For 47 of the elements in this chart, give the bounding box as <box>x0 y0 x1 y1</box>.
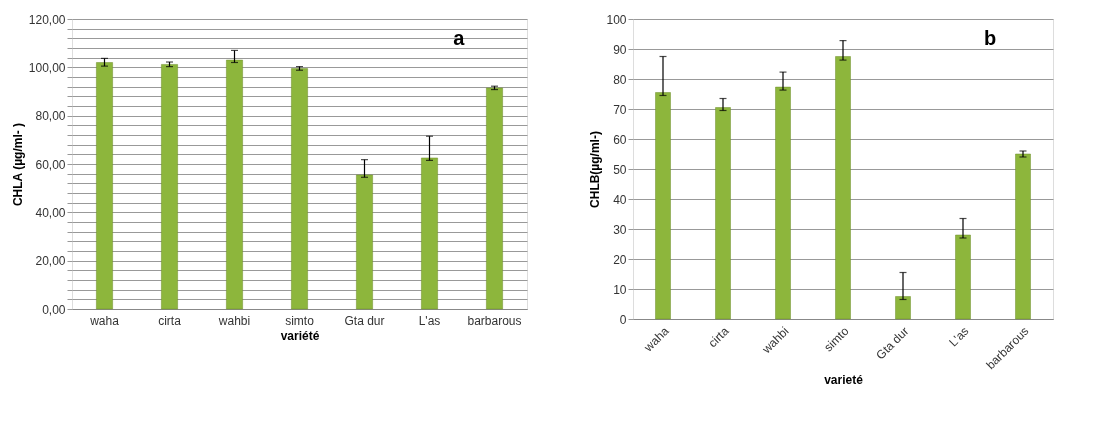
y-tick-label: 100,00 <box>28 60 66 75</box>
bar <box>835 56 851 320</box>
x-axis-title: varieté <box>824 373 864 388</box>
y-tick-label: 10 <box>613 282 627 297</box>
bar <box>715 107 731 320</box>
bar <box>226 59 243 310</box>
y-tick-label: 40 <box>613 192 627 207</box>
bar <box>775 86 791 320</box>
bar <box>96 62 113 310</box>
y-tick-label: 20 <box>613 252 627 267</box>
bar <box>356 174 373 310</box>
x-tick-label: wahbi <box>217 313 251 328</box>
x-tick-label: L'as <box>946 324 972 350</box>
y-tick-label: 90 <box>613 42 627 57</box>
y-tick-label: 80,00 <box>35 109 66 124</box>
bar <box>486 87 503 310</box>
annotation: b <box>983 27 997 49</box>
y-tick-label: 40,00 <box>35 205 66 220</box>
x-tick-label: barbarous <box>467 313 522 328</box>
x-tick-label: cirta <box>158 313 182 328</box>
x-axis-title: variété <box>280 328 320 343</box>
y-tick-label: 50 <box>613 162 627 177</box>
y-tick-label: 100 <box>606 12 627 27</box>
y-tick-label: 80 <box>613 72 627 87</box>
bar <box>655 92 671 320</box>
y-tick-label: 60,00 <box>35 157 66 172</box>
bar <box>955 234 971 320</box>
y-axis-title: CHLA (µg/ml- ) <box>10 122 25 207</box>
x-tick-label: Gta dur <box>344 313 385 328</box>
x-tick-label: cirta <box>705 323 732 351</box>
bar <box>421 157 438 310</box>
y-tick-label: 60 <box>613 132 627 147</box>
x-tick-label: Gta dur <box>873 324 912 363</box>
y-tick-label: 0 <box>619 312 627 327</box>
y-tick-label: 120,00 <box>28 12 66 27</box>
x-tick-label: waha <box>89 313 120 328</box>
y-tick-label: 70 <box>613 102 627 117</box>
bar <box>895 296 911 320</box>
annotation: a <box>453 27 466 49</box>
y-tick-label: 0,00 <box>42 302 66 317</box>
x-tick-label: simto <box>285 313 315 328</box>
y-tick-label: 20,00 <box>35 254 66 269</box>
x-tick-label: L'as <box>418 313 441 328</box>
bar <box>291 68 308 310</box>
bar <box>161 64 178 310</box>
y-tick-label: 30 <box>613 222 627 237</box>
y-axis-title: CHLB(µg/ml-) <box>588 131 603 208</box>
